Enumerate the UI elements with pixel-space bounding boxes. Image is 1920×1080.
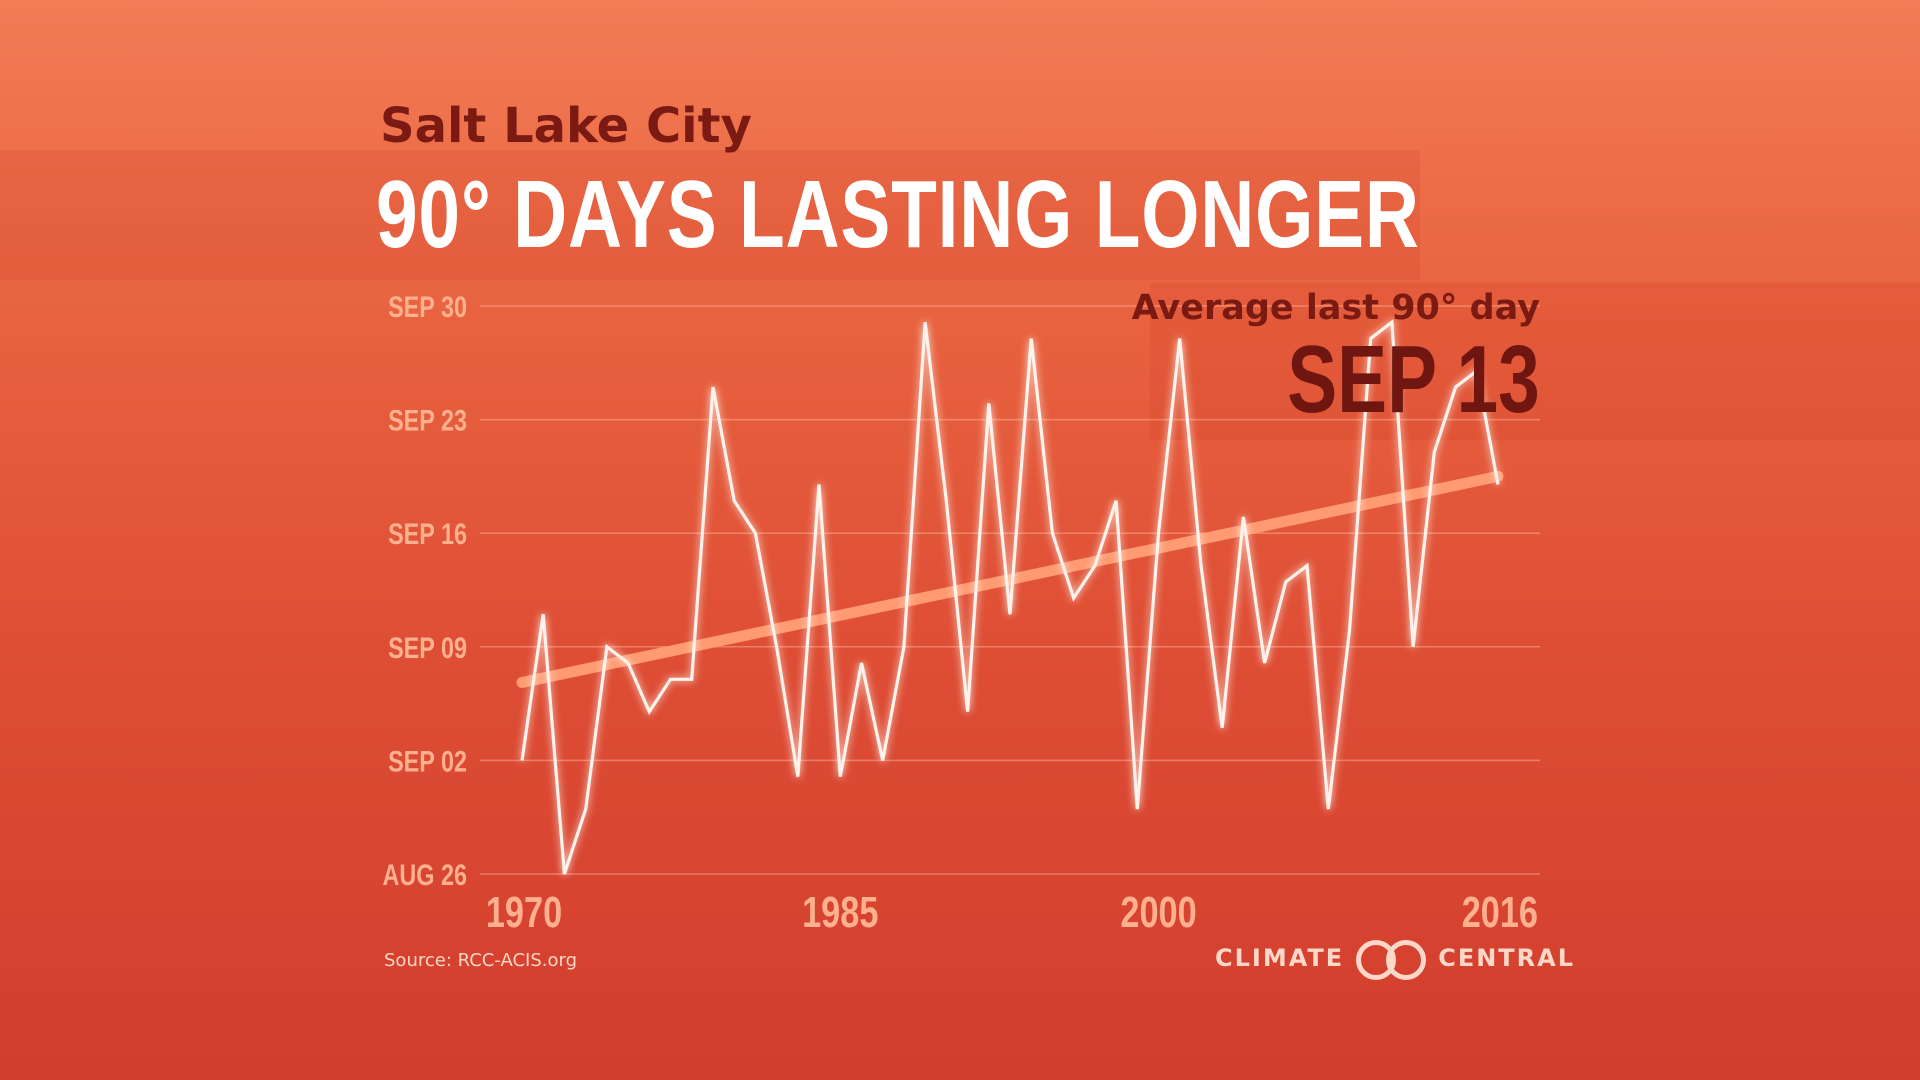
x-tick-label: 1970	[486, 888, 562, 937]
y-tick-label: SEP 09	[388, 631, 467, 664]
y-tick-label: AUG 26	[383, 858, 467, 891]
chart-title: 90° DAYS LASTING LONGER	[376, 161, 1420, 268]
y-tick-label: SEP 23	[388, 404, 467, 437]
x-axis-ticks: 1970 1985 2000 2016	[486, 888, 1538, 937]
trend-line-group	[516, 470, 1504, 689]
series-line	[520, 319, 1500, 875]
source-note: Source: RCC-ACIS.org	[384, 950, 577, 971]
climate-central-rings-icon	[1356, 938, 1427, 980]
y-tick-label: SEP 16	[388, 517, 467, 550]
x-tick-label: 2000	[1120, 888, 1196, 937]
logo-left-text: CLIMATE	[1215, 944, 1345, 972]
y-tick-label: SEP 02	[388, 745, 467, 778]
logo-right-text: CENTRAL	[1438, 944, 1576, 972]
trend-line	[516, 470, 1504, 689]
x-tick-label: 1985	[802, 888, 878, 937]
callout-value: SEP 13	[1287, 326, 1540, 433]
climate-central-logo: CLIMATE CENTRAL	[1215, 938, 1576, 980]
title-band	[0, 150, 1420, 280]
x-tick-label: 2016	[1462, 888, 1538, 937]
chart-subtitle: Salt Lake City	[380, 98, 752, 154]
callout-label: Average last 90° day	[1131, 288, 1540, 328]
series-line-group	[520, 319, 1500, 875]
callout-band	[1150, 283, 1920, 440]
y-tick-label: SEP 30	[388, 290, 467, 323]
y-axis-ticks: SEP 30 SEP 23 SEP 16 SEP 09 SEP 02 AUG 26	[383, 290, 467, 891]
